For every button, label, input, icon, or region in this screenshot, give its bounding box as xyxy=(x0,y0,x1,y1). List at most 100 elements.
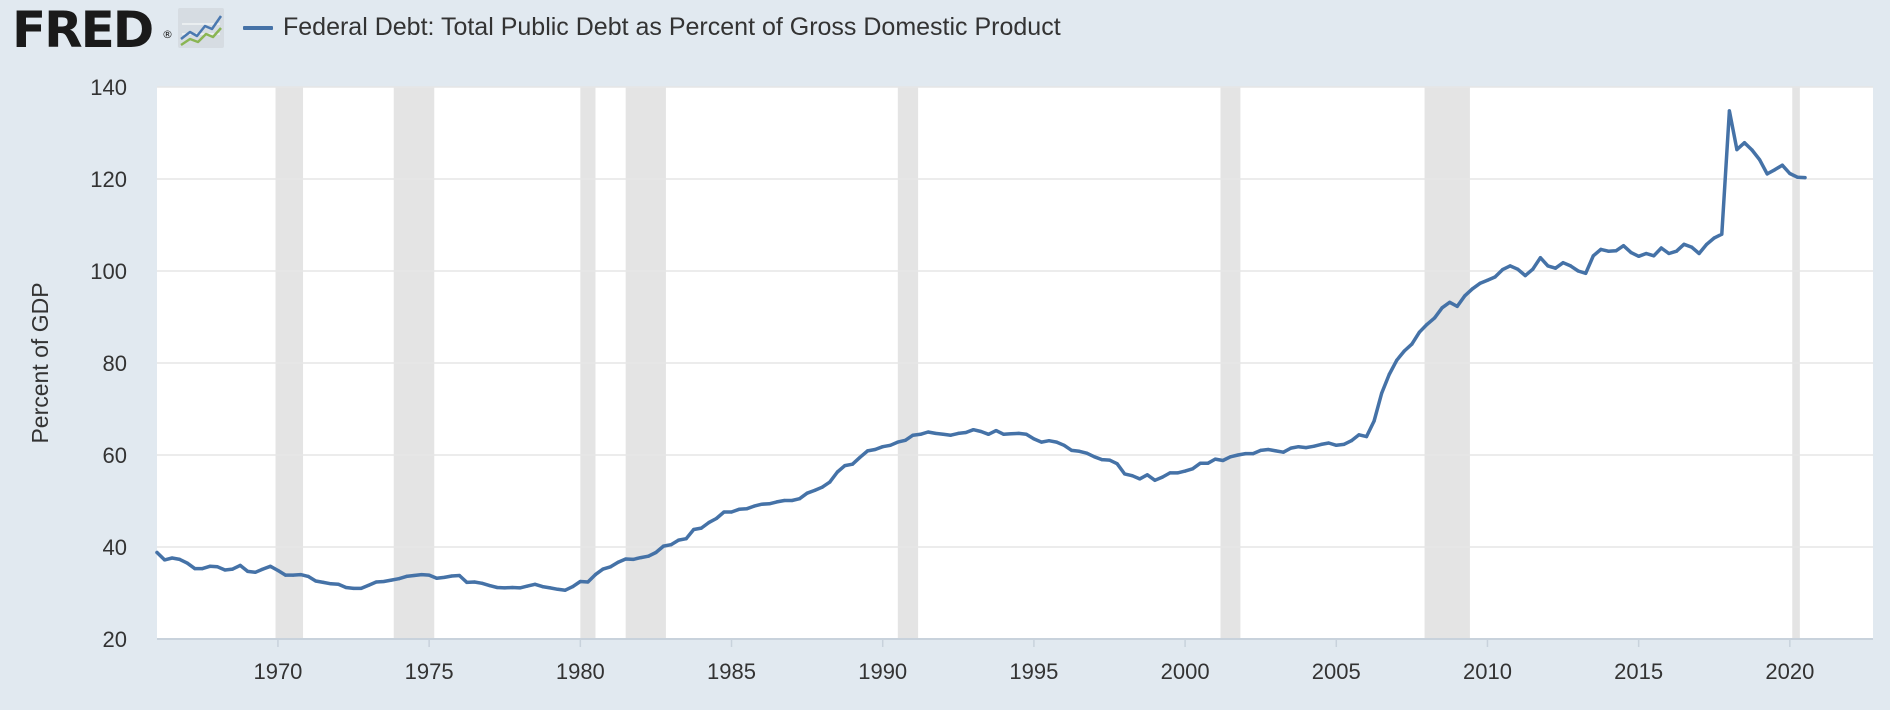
data-point xyxy=(1017,431,1021,435)
header: FRED ® Federal Debt: Total Public Debt a… xyxy=(0,0,1890,62)
data-point xyxy=(1402,349,1406,353)
data-point xyxy=(1266,447,1270,452)
data-point xyxy=(1009,432,1013,436)
data-point xyxy=(1455,304,1459,308)
data-point xyxy=(616,560,620,564)
data-point xyxy=(1070,448,1074,452)
data-point xyxy=(510,585,514,590)
x-tick-label: 2010 xyxy=(1463,659,1512,684)
fred-logo[interactable]: FRED xyxy=(12,1,154,59)
data-point xyxy=(1115,462,1119,466)
data-point xyxy=(563,588,567,592)
data-point xyxy=(1100,458,1104,462)
data-point xyxy=(1274,449,1278,453)
data-point xyxy=(624,557,628,561)
data-point xyxy=(1773,168,1777,172)
data-point xyxy=(1002,432,1006,436)
data-point xyxy=(314,579,318,583)
data-point xyxy=(949,433,953,437)
data-point xyxy=(1206,461,1210,465)
data-point xyxy=(1175,471,1180,475)
data-point xyxy=(1062,443,1066,447)
data-point xyxy=(903,438,908,442)
data-point xyxy=(1259,448,1263,452)
data-point xyxy=(820,485,824,489)
data-point xyxy=(1349,439,1353,443)
y-axis-title: Percent of GDP xyxy=(27,282,53,443)
data-point xyxy=(1221,458,1225,463)
data-point xyxy=(420,573,424,577)
y-tick-label: 120 xyxy=(90,167,127,192)
data-point xyxy=(1425,322,1429,326)
data-point xyxy=(661,544,666,548)
data-point xyxy=(1621,244,1626,248)
data-point xyxy=(1077,449,1081,453)
data-point xyxy=(971,428,976,432)
data-point xyxy=(1213,457,1217,461)
data-point xyxy=(457,573,461,578)
data-point xyxy=(1727,109,1731,113)
data-point xyxy=(1448,300,1452,304)
data-point xyxy=(1742,141,1747,145)
data-point xyxy=(692,527,696,532)
data-point xyxy=(223,568,227,572)
data-point xyxy=(450,574,454,578)
data-point xyxy=(1319,442,1323,446)
data-point xyxy=(238,563,242,568)
data-point xyxy=(631,557,635,562)
data-point xyxy=(609,565,613,569)
data-point xyxy=(926,430,930,434)
y-axis: 20 40 60 80 100 120 140 xyxy=(90,75,127,652)
data-point xyxy=(654,550,658,555)
data-point xyxy=(911,433,915,437)
x-tick-label: 1980 xyxy=(556,659,605,684)
data-point xyxy=(321,580,325,585)
data-point xyxy=(1145,473,1149,477)
data-point xyxy=(155,550,159,555)
data-point xyxy=(752,504,756,508)
data-point xyxy=(1523,274,1527,278)
data-point xyxy=(291,573,295,577)
data-point xyxy=(1501,268,1505,272)
data-point xyxy=(994,429,998,433)
data-point xyxy=(1032,437,1036,441)
y-tick-label: 20 xyxy=(103,627,127,652)
x-axis: 1970 1975 1980 1985 1990 1995 2000 2005 2010 2015… xyxy=(253,639,1814,684)
data-point xyxy=(1644,251,1648,256)
x-tick-label: 1995 xyxy=(1009,659,1058,684)
data-point xyxy=(1788,171,1792,176)
data-point xyxy=(677,538,681,542)
data-point xyxy=(170,556,174,560)
data-point xyxy=(714,516,719,521)
data-point xyxy=(813,488,817,492)
data-point xyxy=(934,431,938,435)
data-point xyxy=(1712,236,1716,240)
data-point xyxy=(412,573,416,578)
series-layer xyxy=(155,109,1807,592)
data-point xyxy=(896,440,900,444)
data-point xyxy=(1780,163,1784,167)
data-point xyxy=(1705,242,1709,246)
data-point xyxy=(1123,472,1127,476)
data-point xyxy=(231,567,235,571)
data-point xyxy=(548,586,552,590)
x-tick-label: 1975 xyxy=(405,659,454,684)
data-point xyxy=(941,432,945,436)
data-point xyxy=(1107,458,1112,462)
data-point xyxy=(767,502,771,506)
legend-label[interactable]: Federal Debt: Total Public Debt as Perce… xyxy=(283,13,1061,41)
data-point xyxy=(268,564,272,568)
y-tick-label: 40 xyxy=(103,535,127,560)
data-point xyxy=(798,497,802,501)
data-point xyxy=(1085,451,1089,455)
data-point xyxy=(442,575,446,580)
data-point xyxy=(200,567,204,571)
data-point xyxy=(1433,316,1437,320)
data-point xyxy=(503,586,507,590)
data-point xyxy=(1553,266,1558,270)
data-point xyxy=(866,449,870,453)
data-point xyxy=(495,585,499,590)
data-point xyxy=(178,557,182,562)
data-point xyxy=(253,570,257,574)
